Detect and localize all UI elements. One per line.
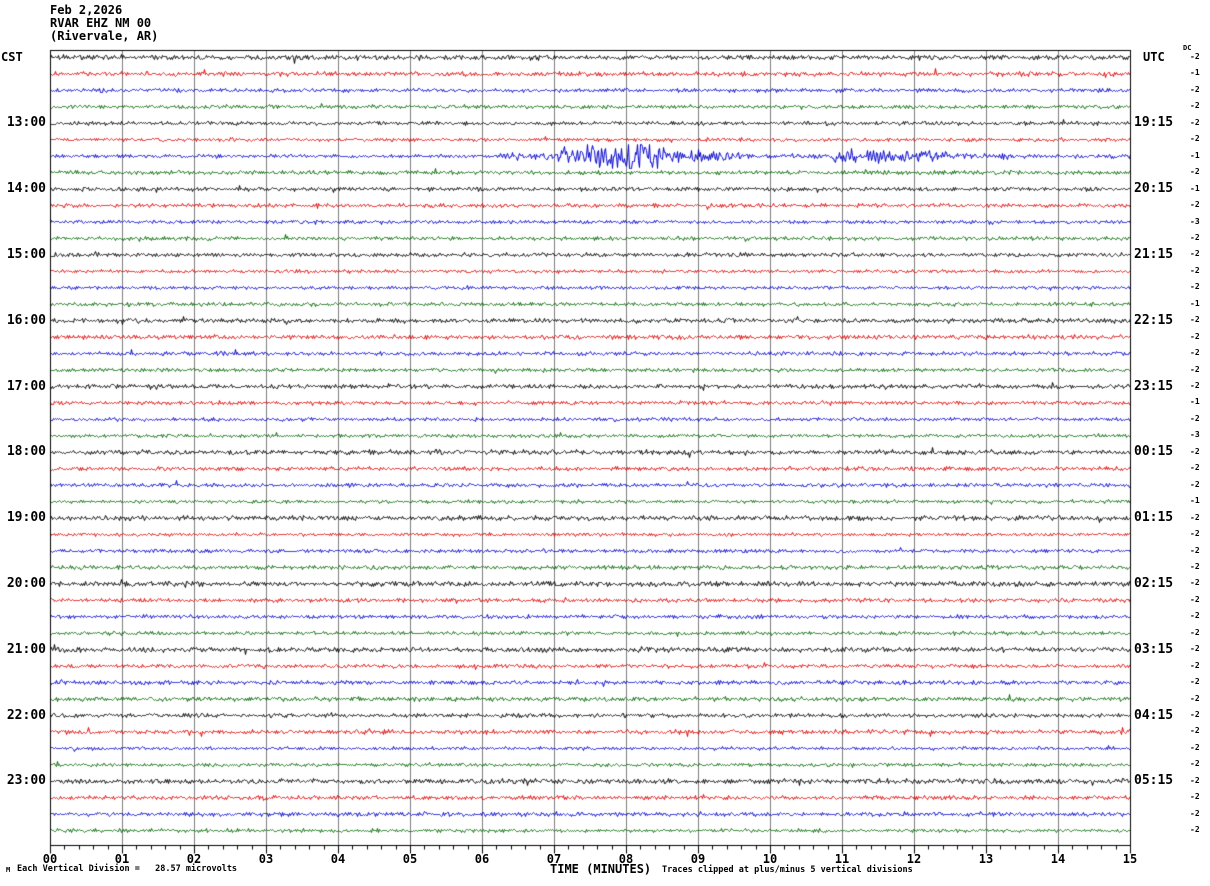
cst-hour-label: 21:00 xyxy=(6,641,46,657)
cst-hour-label: 23:00 xyxy=(6,773,46,789)
x-axis-tick-label: 09 xyxy=(690,852,706,866)
x-axis-tick-label: 08 xyxy=(618,852,634,866)
dc-offset-value: -2 xyxy=(1190,594,1200,604)
x-axis-tick-label: 02 xyxy=(186,852,202,866)
dc-offset-value: -2 xyxy=(1190,627,1200,637)
dc-offset-value: -2 xyxy=(1190,529,1200,539)
dc-offset-value: -2 xyxy=(1190,101,1200,111)
dc-offset-value: -3 xyxy=(1190,216,1200,226)
dc-offset-value: -2 xyxy=(1190,545,1200,555)
dc-offset-value: -2 xyxy=(1190,167,1200,177)
dc-offset-value: -2 xyxy=(1190,792,1200,802)
cst-hour-label: 16:00 xyxy=(6,312,46,328)
utc-hour-label: 01:15 xyxy=(1134,510,1174,526)
dc-offset-value: -1 xyxy=(1190,183,1200,193)
cst-hour-label: 20:00 xyxy=(6,575,46,591)
utc-hour-label: 03:15 xyxy=(1134,641,1174,657)
dc-offset-value: -2 xyxy=(1190,677,1200,687)
x-axis-tick-label: 07 xyxy=(546,852,562,866)
dc-offset-value: -2 xyxy=(1190,660,1200,670)
dc-offset-value: -2 xyxy=(1190,759,1200,769)
x-axis-tick-label: 03 xyxy=(258,852,274,866)
dc-offset-value: -2 xyxy=(1190,134,1200,144)
dc-offset-value: -1 xyxy=(1190,150,1200,160)
dc-offset-value: -2 xyxy=(1190,117,1200,127)
utc-hour-label: 00:15 xyxy=(1134,444,1174,460)
dc-offset-value: -2 xyxy=(1190,232,1200,242)
dc-offset-value: -2 xyxy=(1190,364,1200,374)
cst-hour-label: 22:00 xyxy=(6,707,46,723)
dc-offset-value: -1 xyxy=(1190,68,1200,78)
dc-offset-value: -2 xyxy=(1190,265,1200,275)
x-axis-tick-label: 00 xyxy=(42,852,58,866)
dc-offset-value: -1 xyxy=(1190,397,1200,407)
dc-offset-value: -2 xyxy=(1190,315,1200,325)
vertical-division-scale-note: Each Vertical Division = 28.57 microvolt… xyxy=(17,864,238,874)
dc-offset-value: -2 xyxy=(1190,611,1200,621)
dc-offset-value: -2 xyxy=(1190,775,1200,785)
dc-offset-value: -2 xyxy=(1190,742,1200,752)
dc-offset-value: -2 xyxy=(1190,200,1200,210)
dc-offset-value: -2 xyxy=(1190,561,1200,571)
dc-offset-value: -2 xyxy=(1190,84,1200,94)
dc-offset-value: -2 xyxy=(1190,249,1200,259)
utc-hour-label: 22:15 xyxy=(1134,312,1174,328)
utc-hour-label: 20:15 xyxy=(1134,181,1174,197)
x-axis-tick-label: 04 xyxy=(330,852,346,866)
x-axis-tick-label: 12 xyxy=(906,852,922,866)
dc-offset-value: -2 xyxy=(1190,726,1200,736)
x-axis-tick-label: 14 xyxy=(1050,852,1066,866)
dc-offset-value: -2 xyxy=(1190,413,1200,423)
utc-hour-label: 21:15 xyxy=(1134,246,1174,262)
x-axis-title: TIME (MINUTES) xyxy=(550,862,652,876)
dc-offset-value: -3 xyxy=(1190,430,1200,440)
dc-offset-value: -2 xyxy=(1190,825,1200,835)
utc-hour-label: 04:15 xyxy=(1134,707,1174,723)
x-axis-tick-label: 01 xyxy=(114,852,130,866)
cst-hour-label: 15:00 xyxy=(6,246,46,262)
cst-hour-label: 14:00 xyxy=(6,181,46,197)
utc-hour-label: 23:15 xyxy=(1134,378,1174,394)
dc-offset-value: -2 xyxy=(1190,644,1200,654)
dc-offset-value: -2 xyxy=(1190,463,1200,473)
dc-offset-value: -2 xyxy=(1190,52,1200,61)
dc-offset-value: -2 xyxy=(1190,479,1200,489)
dc-offset-value: -2 xyxy=(1190,381,1200,390)
clip-note: Traces clipped at plus/minus 5 vertical … xyxy=(662,865,913,875)
dc-offset-value: -2 xyxy=(1190,710,1200,719)
x-axis-tick-label: 10 xyxy=(762,852,778,866)
dc-offset-value: -2 xyxy=(1190,512,1200,522)
dc-offset-value: -1 xyxy=(1190,496,1200,506)
cst-hour-label: 18:00 xyxy=(6,444,46,460)
utc-hour-label: 02:15 xyxy=(1134,575,1174,591)
x-axis-tick-label: 06 xyxy=(474,852,490,866)
dc-offset-value: -2 xyxy=(1190,446,1200,456)
utc-hour-label: 19:15 xyxy=(1134,115,1174,131)
dc-offset-value: -2 xyxy=(1190,348,1200,358)
x-axis-tick-label: 13 xyxy=(978,852,994,866)
dc-offset-value: -2 xyxy=(1190,808,1200,818)
cst-hour-label: 17:00 xyxy=(6,378,46,394)
dc-offset-value: -2 xyxy=(1190,693,1200,703)
microvolt-mark: M xyxy=(6,866,11,874)
cst-hour-label: 13:00 xyxy=(6,115,46,131)
x-axis-tick-label: 11 xyxy=(834,852,850,866)
x-axis-tick-label: 15 xyxy=(1122,852,1138,866)
cst-hour-label: 19:00 xyxy=(6,510,46,526)
utc-hour-label: 05:15 xyxy=(1134,773,1174,789)
dc-offset-value: -2 xyxy=(1190,282,1200,292)
dc-offset-value: -1 xyxy=(1190,298,1200,308)
x-axis-tick-label: 05 xyxy=(402,852,418,866)
dc-offset-value: -2 xyxy=(1190,578,1200,588)
dc-offset-value: -2 xyxy=(1190,331,1200,341)
